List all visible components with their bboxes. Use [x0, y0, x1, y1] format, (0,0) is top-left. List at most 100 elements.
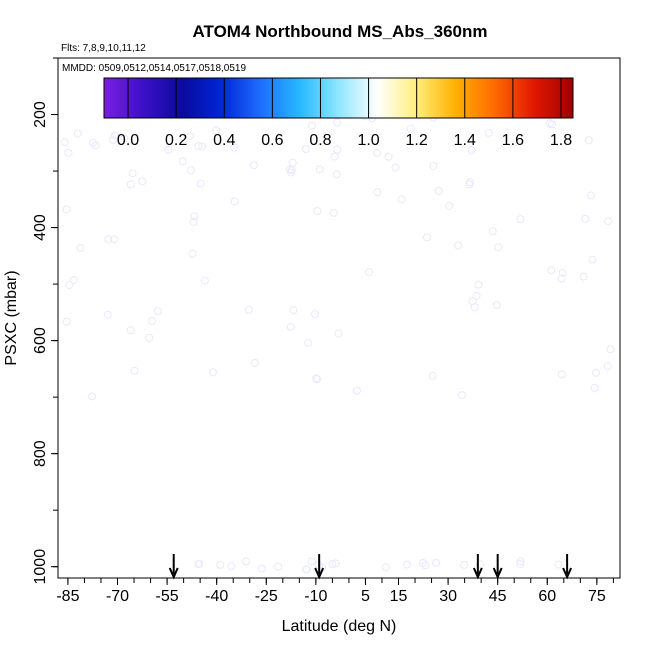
sample-marker	[189, 217, 198, 226]
sample-marker	[109, 135, 118, 144]
colorbar: 0.0 0.2 0.4 0.6 0.8 1.0 1.2 1.4 1.6 1.8	[103, 77, 574, 149]
sample-marker	[474, 280, 483, 289]
sample-marker	[352, 386, 361, 395]
sample-marker	[250, 358, 259, 367]
sample-marker	[130, 366, 139, 375]
dates-subtitle: MMDD: 0509,0512,0514,0517,0518,0519	[62, 63, 246, 74]
colorbar-tick-label: 0.8	[309, 132, 331, 149]
sample-marker	[301, 144, 310, 153]
sample-marker	[62, 205, 71, 214]
sample-marker	[334, 329, 343, 338]
sample-marker	[110, 235, 119, 244]
sample-marker	[603, 362, 612, 371]
colorbar-tick-label: 1.4	[454, 132, 476, 149]
sample-marker	[488, 227, 497, 236]
sample-marker	[516, 215, 525, 224]
sample-marker	[64, 148, 73, 157]
sample-marker	[557, 274, 566, 283]
sample-marker	[333, 145, 342, 154]
sample-marker	[145, 333, 154, 342]
sample-marker	[331, 559, 340, 568]
sample-marker	[148, 317, 157, 326]
x-tick-label: 5	[361, 588, 370, 605]
sample-marker	[62, 317, 71, 326]
colorbar-tick-label: 1.8	[550, 132, 572, 149]
sample-marker	[476, 560, 485, 569]
sample-marker	[103, 310, 112, 319]
sample-marker	[554, 560, 563, 569]
colorbar-gradient	[103, 77, 574, 119]
sample-marker	[208, 368, 217, 377]
profile-arrowhead	[168, 567, 179, 580]
sample-marker	[587, 191, 596, 200]
sample-marker	[227, 562, 236, 571]
sample-marker	[126, 180, 135, 189]
x-axis-label: Latitude (deg N)	[282, 618, 397, 635]
x-tick-label: 30	[439, 588, 457, 605]
sample-marker	[128, 169, 137, 178]
sample-marker	[188, 249, 197, 258]
sample-marker	[313, 375, 322, 384]
sample-marker	[381, 563, 390, 572]
x-tick-label: -10	[304, 588, 327, 605]
y-tick-label: 400	[32, 214, 49, 241]
sample-marker	[492, 301, 501, 310]
sample-marker	[195, 559, 204, 568]
sample-marker	[547, 266, 556, 275]
x-tick-label: 15	[390, 588, 408, 605]
sample-marker	[590, 383, 599, 392]
profile-arrowhead	[492, 567, 503, 580]
sample-marker	[244, 305, 253, 314]
sample-marker	[190, 212, 199, 221]
colorbar-tick-label: 1.6	[502, 132, 524, 149]
colorbar-tick-label: 0.2	[165, 132, 187, 149]
sample-marker	[76, 243, 85, 252]
profile-arrowhead	[562, 567, 573, 580]
sample-marker	[454, 241, 463, 250]
sample-marker	[406, 124, 415, 133]
sample-marker	[230, 197, 239, 206]
sample-marker	[194, 142, 203, 151]
sample-marker	[606, 345, 615, 354]
sample-marker	[89, 138, 98, 147]
sample-marker	[104, 235, 113, 244]
sample-marker	[302, 565, 311, 574]
sample-marker	[445, 201, 454, 210]
sample-marker	[434, 186, 443, 195]
flights-subtitle: Flts: 7,8,9,10,11,12	[61, 43, 146, 54]
sample-marker	[330, 152, 339, 161]
sample-marker	[516, 559, 525, 568]
sample-marker	[307, 557, 316, 566]
sample-marker	[286, 322, 295, 331]
sample-marker	[484, 128, 493, 137]
sample-marker	[110, 131, 119, 140]
sample-marker	[391, 163, 400, 172]
sample-marker	[65, 280, 74, 289]
sample-markers	[60, 101, 615, 574]
sample-marker	[373, 188, 382, 197]
y-axis-label: PSXC (mbar)	[3, 270, 20, 365]
sample-marker	[432, 558, 441, 567]
y-axis: 200 400 600 800 1000	[32, 57, 58, 584]
x-tick-label: -25	[255, 588, 278, 605]
sample-marker	[604, 217, 613, 226]
sample-marker	[257, 564, 266, 573]
y-tick-label: 600	[32, 327, 49, 354]
sample-marker	[186, 131, 195, 140]
sample-marker	[329, 208, 338, 217]
colorbar-tick-label: 1.0	[357, 132, 379, 149]
x-tick-label: -40	[205, 588, 228, 605]
sample-marker	[313, 207, 322, 216]
sample-marker	[198, 142, 207, 151]
sample-marker	[91, 141, 100, 150]
colorbar-tick-label: 1.2	[406, 132, 428, 149]
sample-marker	[397, 195, 406, 204]
sample-marker	[548, 120, 557, 129]
sample-marker	[126, 326, 135, 335]
sample-marker	[558, 268, 567, 277]
sample-marker	[460, 560, 469, 569]
y-tick-label: 800	[32, 440, 49, 467]
sample-marker	[468, 297, 477, 306]
sample-marker	[288, 158, 297, 167]
